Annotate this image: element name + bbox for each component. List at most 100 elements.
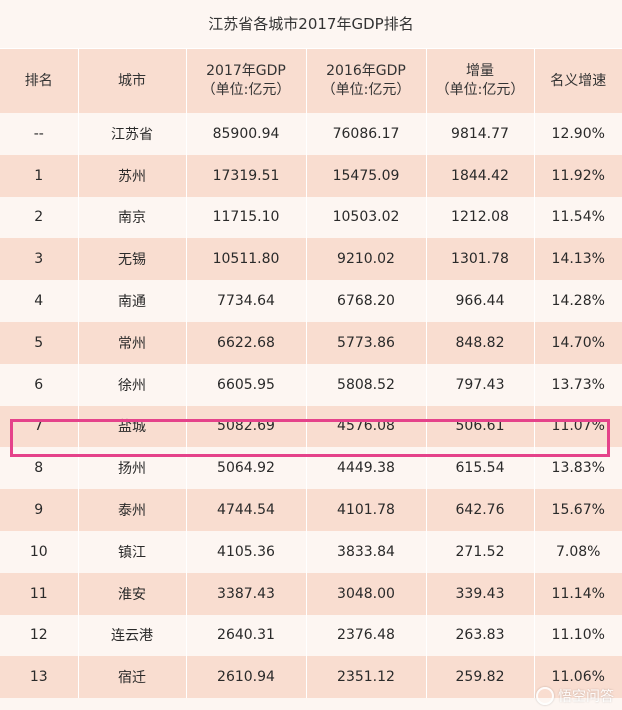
cell-growth-rate: 11.54% (551, 209, 605, 226)
table-row: -- 江苏省 85900.94 76086.17 9814.77 12.90% (0, 113, 622, 155)
table-row: 6 徐州 6605.95 5808.52 797.43 13.73% (0, 363, 622, 406)
header-increase: 增量 （单位:亿元） (426, 49, 535, 113)
cell-city: 苏州 (78, 154, 187, 197)
cell-gdp-2017: 2610.94 (186, 656, 307, 699)
gdp-table: 排名 城市 2017年GDP （单位:亿元） 2016年GDP （单位:亿元） 增量… (0, 49, 622, 699)
cell-gdp-2017: 3387.43 (186, 572, 307, 615)
cell-gdp-2017: 7734.64 (186, 280, 307, 322)
cell-city: 镇江 (78, 530, 187, 573)
cell-gdp-2016: 6768.20 (306, 280, 427, 322)
cell-rank: 13 (0, 656, 79, 699)
cell-gdp-2017: 6622.68 (186, 321, 307, 364)
cell-growth-rate: 12.90% (551, 125, 605, 142)
cell-gdp-2016: 4449.38 (306, 447, 427, 490)
cell-increase: 848.82 (426, 321, 535, 364)
cell-growth-rate: 13.73% (551, 376, 605, 393)
table-row: 12 连云港 2640.31 2376.48 263.83 11.10% (0, 614, 622, 657)
table-row: 13 宿迁 2610.94 2351.12 259.82 11.06% (0, 656, 622, 699)
table-row: 11 淮安 3387.43 3048.00 339.43 11.14% (0, 572, 622, 615)
cell-gdp-2017: 4105.36 (186, 530, 307, 573)
cell-increase: 615.54 (426, 447, 535, 490)
cell-increase: 642.76 (426, 489, 535, 531)
cell-increase: 506.61 (426, 405, 535, 448)
cell-growth-rate: 11.06% (551, 669, 605, 686)
table-title: 江苏省各城市2017年GDP排名 (0, 0, 622, 49)
header-growth-rate: 名义增速 (550, 72, 607, 89)
cell-gdp-2016: 5808.52 (306, 363, 427, 406)
cell-city: 泰州 (78, 489, 187, 531)
cell-gdp-2016: 2376.48 (306, 614, 427, 657)
cell-rank: 8 (0, 447, 79, 490)
cell-rank: -- (0, 113, 79, 155)
cell-rank: 11 (0, 572, 79, 615)
cell-gdp-2017: 4744.54 (186, 489, 307, 531)
table-row: 5 常州 6622.68 5773.86 848.82 14.70% (0, 321, 622, 364)
cell-rank: 6 (0, 363, 79, 406)
cell-city: 南通 (78, 280, 187, 322)
cell-rank: 12 (0, 614, 79, 657)
cell-growth-rate: 11.14% (551, 585, 605, 602)
cell-city: 无锡 (78, 238, 187, 281)
header-row: 排名 城市 2017年GDP （单位:亿元） 2016年GDP （单位:亿元） 增量… (0, 49, 622, 113)
cell-gdp-2016: 76086.17 (306, 113, 427, 155)
cell-growth-rate: 7.08% (556, 543, 601, 560)
table-row: 3 无锡 10511.80 9210.02 1301.78 14.13% (0, 238, 622, 281)
cell-rank: 10 (0, 530, 79, 573)
table-row: 1 苏州 17319.51 15475.09 1844.42 11.92% (0, 154, 622, 197)
cell-rank: 1 (0, 154, 79, 197)
cell-gdp-2016: 9210.02 (306, 238, 427, 281)
cell-increase: 259.82 (426, 656, 535, 699)
cell-rank: 3 (0, 238, 79, 281)
cell-city: 江苏省 (78, 113, 187, 155)
cell-gdp-2017: 10511.80 (186, 238, 307, 281)
cell-increase: 9814.77 (426, 113, 535, 155)
cell-increase: 271.52 (426, 530, 535, 573)
cell-city: 常州 (78, 321, 187, 364)
cell-growth-rate: 14.70% (551, 334, 605, 351)
cell-rank: 2 (0, 196, 79, 239)
header-gdp-2017: 2017年GDP （单位:亿元） (186, 49, 307, 113)
cell-rank: 4 (0, 280, 79, 322)
cell-gdp-2016: 15475.09 (306, 154, 427, 197)
cell-growth-rate: 14.13% (551, 251, 605, 268)
table-row: 7 盐城 5082.69 4576.08 506.61 11.07% (0, 405, 622, 448)
cell-growth-rate: 11.10% (551, 627, 605, 644)
cell-growth-rate: 15.67% (551, 502, 605, 519)
cell-increase: 966.44 (426, 280, 535, 322)
cell-growth-rate: 13.83% (551, 460, 605, 477)
header-city: 城市 (78, 49, 187, 113)
cell-city: 盐城 (78, 405, 187, 448)
cell-gdp-2017: 85900.94 (186, 113, 307, 155)
cell-city: 连云港 (78, 614, 187, 657)
cell-increase: 1212.08 (426, 196, 535, 239)
cell-city: 宿迁 (78, 656, 187, 699)
cell-gdp-2017: 17319.51 (186, 154, 307, 197)
cell-increase: 1301.78 (426, 238, 535, 281)
table-row: 8 扬州 5064.92 4449.38 615.54 13.83% (0, 447, 622, 490)
cell-increase: 339.43 (426, 572, 535, 615)
cell-growth-rate: 11.07% (551, 418, 605, 435)
header-gdp-2016: 2016年GDP （单位:亿元） (306, 49, 427, 113)
header-rank: 排名 (0, 49, 79, 113)
cell-gdp-2016: 4101.78 (306, 489, 427, 531)
watermark: 悟空问答 (536, 686, 614, 706)
cell-city: 扬州 (78, 447, 187, 490)
cell-rank: 5 (0, 321, 79, 364)
cell-rank: 9 (0, 489, 79, 531)
cell-gdp-2017: 2640.31 (186, 614, 307, 657)
cell-gdp-2016: 3048.00 (306, 572, 427, 615)
wukong-logo-icon (536, 687, 554, 705)
cell-gdp-2016: 10503.02 (306, 196, 427, 239)
cell-city: 南京 (78, 196, 187, 239)
cell-increase: 263.83 (426, 614, 535, 657)
cell-city: 徐州 (78, 363, 187, 406)
cell-gdp-2017: 11715.10 (186, 196, 307, 239)
cell-gdp-2016: 5773.86 (306, 321, 427, 364)
cell-growth-rate: 14.28% (551, 293, 605, 310)
cell-growth-rate: 11.92% (551, 167, 605, 184)
table-row: 10 镇江 4105.36 3833.84 271.52 7.08% (0, 530, 622, 573)
cell-gdp-2016: 4576.08 (306, 405, 427, 448)
cell-city: 淮安 (78, 572, 187, 615)
cell-gdp-2016: 2351.12 (306, 656, 427, 699)
cell-gdp-2017: 5064.92 (186, 447, 307, 490)
